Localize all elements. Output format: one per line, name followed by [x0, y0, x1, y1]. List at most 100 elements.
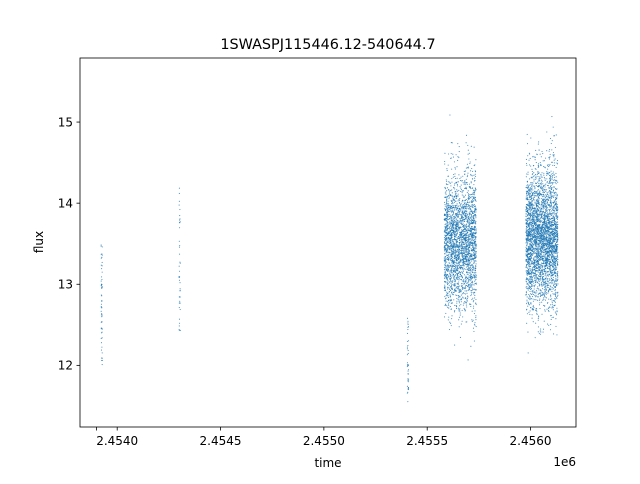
data-point — [551, 305, 553, 307]
data-point — [455, 276, 457, 278]
data-point — [539, 207, 541, 209]
data-point — [466, 273, 468, 275]
data-point — [444, 186, 446, 188]
data-point — [457, 220, 459, 222]
data-point — [470, 275, 472, 277]
data-point — [464, 246, 467, 248]
data-point — [548, 256, 550, 258]
data-point — [474, 208, 476, 210]
data-point — [447, 245, 450, 248]
data-point — [469, 280, 471, 282]
data-point — [101, 313, 103, 315]
data-point — [446, 205, 448, 207]
data-point — [456, 302, 458, 304]
data-point — [449, 229, 452, 232]
data-point — [458, 214, 460, 216]
data-point — [449, 224, 451, 226]
data-point — [448, 281, 450, 283]
data-point — [467, 207, 469, 209]
data-point — [468, 221, 470, 223]
data-point — [445, 258, 447, 260]
data-point — [537, 326, 539, 328]
data-point — [178, 192, 180, 194]
data-point — [472, 284, 474, 286]
data-point — [554, 239, 557, 241]
data-point — [472, 196, 474, 198]
data-point — [525, 186, 527, 189]
data-point — [450, 308, 452, 311]
data-point — [460, 216, 463, 218]
data-point — [446, 251, 448, 253]
data-point — [454, 304, 456, 306]
data-point — [539, 267, 541, 269]
data-point — [461, 255, 463, 257]
data-point — [534, 210, 536, 212]
data-point — [534, 188, 536, 190]
data-point — [458, 247, 460, 249]
data-point — [462, 233, 464, 235]
data-point — [458, 157, 460, 159]
data-point — [454, 173, 456, 175]
data-point — [466, 228, 468, 230]
data-point — [466, 253, 468, 255]
data-point — [470, 249, 473, 252]
data-point — [469, 272, 471, 274]
data-point — [445, 232, 447, 234]
data-point — [458, 151, 460, 153]
data-point — [456, 278, 458, 280]
data-point — [473, 228, 475, 230]
data-point — [464, 226, 466, 228]
data-point — [538, 237, 540, 240]
data-point — [456, 204, 458, 206]
data-point — [546, 264, 548, 266]
data-point — [467, 228, 469, 230]
data-point — [447, 284, 449, 286]
data-point — [468, 289, 470, 291]
data-point — [467, 252, 469, 254]
data-point — [453, 221, 455, 223]
data-point — [540, 295, 542, 297]
data-point — [456, 239, 458, 241]
data-point — [467, 198, 469, 200]
data-point — [447, 164, 449, 166]
data-point — [455, 250, 457, 252]
data-point — [540, 255, 542, 257]
data-point — [550, 220, 552, 222]
data-point — [466, 282, 468, 284]
data-point — [465, 261, 467, 263]
data-point — [525, 270, 527, 272]
data-point — [469, 219, 471, 222]
data-point — [444, 245, 446, 247]
data-point — [539, 198, 541, 200]
data-point — [448, 284, 450, 286]
data-point — [537, 172, 539, 174]
data-point — [471, 257, 473, 259]
data-point — [444, 163, 446, 165]
data-point — [457, 231, 459, 233]
data-point — [552, 288, 554, 290]
data-point — [449, 211, 451, 213]
data-point — [456, 209, 458, 211]
data-point — [542, 331, 544, 333]
data-point — [458, 267, 461, 269]
data-point — [465, 279, 467, 281]
data-point — [467, 250, 469, 252]
data-point — [528, 208, 530, 210]
data-point — [447, 280, 449, 282]
data-point — [473, 234, 475, 236]
data-point — [444, 201, 446, 204]
data-point — [545, 236, 547, 238]
data-point — [526, 243, 528, 245]
data-point — [463, 281, 465, 283]
data-point — [530, 274, 532, 276]
data-point — [468, 257, 470, 259]
data-point — [462, 267, 464, 269]
data-point — [472, 319, 474, 321]
data-point — [539, 211, 541, 213]
data-point — [468, 286, 470, 288]
data-point — [471, 237, 473, 239]
data-point — [472, 292, 474, 294]
data-point — [406, 392, 408, 394]
data-point — [474, 237, 476, 239]
data-point — [456, 272, 458, 274]
